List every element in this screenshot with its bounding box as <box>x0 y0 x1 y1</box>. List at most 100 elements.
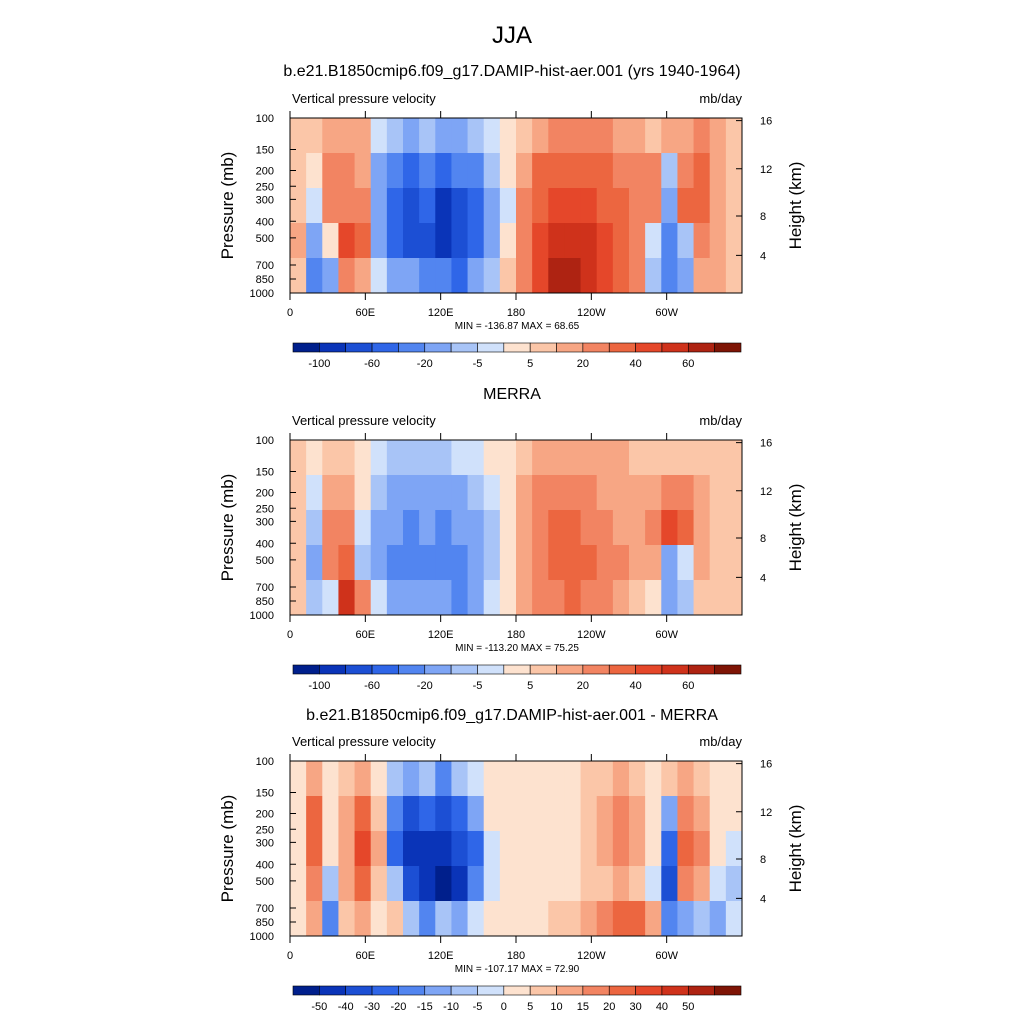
y2-tick-label: 16 <box>760 759 772 771</box>
heat-cell <box>532 153 549 189</box>
colorbar-box <box>292 664 320 675</box>
colorbar-label: -30 <box>364 1001 380 1013</box>
colorbar-box <box>424 664 452 675</box>
colorbar-label: 20 <box>577 680 589 692</box>
heat-cell <box>548 831 565 867</box>
y2-tick-label: 16 <box>760 438 772 450</box>
heat-cell <box>548 580 565 616</box>
heat-cell <box>419 761 436 797</box>
heat-cell <box>435 901 452 937</box>
heat-cell <box>725 223 743 259</box>
chart-panel-2: Vertical pressure velocity mb/day 100 150 20… <box>218 413 805 692</box>
heat-cell <box>370 223 388 259</box>
heat-cell <box>290 510 307 546</box>
heat-cell <box>677 258 695 294</box>
y-tick-label: 250 <box>256 503 274 515</box>
heat-cell <box>338 510 356 546</box>
units-label: mb/day <box>699 91 742 106</box>
heat-cell <box>403 223 420 259</box>
heat-cell <box>338 223 356 259</box>
min-max-label: MIN = -136.87 MAX = 68.65 <box>455 321 580 332</box>
heat-cell <box>483 545 501 581</box>
heat-cell <box>532 545 549 581</box>
heat-cell <box>629 831 646 867</box>
heat-cell <box>322 118 339 154</box>
heat-cell <box>499 440 517 476</box>
heat-cell <box>709 866 727 902</box>
x-tick-label: 60E <box>356 629 376 641</box>
colorbar-label: 40 <box>656 1001 668 1013</box>
figure-title: JJA <box>491 22 532 49</box>
heat-cell <box>451 580 469 616</box>
heat-cell <box>661 258 678 294</box>
x-tick-label: 120W <box>577 950 606 962</box>
heat-cell <box>386 761 404 797</box>
heat-cell <box>709 153 727 189</box>
heat-cell <box>677 223 695 259</box>
heat-cell <box>677 118 695 154</box>
panel-3-title: b.e21.B1850cmip6.f09_g17.DAMIP-hist-aer.… <box>306 707 718 724</box>
heat-cell <box>629 223 646 259</box>
heat-cell <box>596 510 614 546</box>
heat-cell <box>693 866 711 902</box>
heat-cell <box>338 475 356 511</box>
colorbar-box <box>661 342 689 353</box>
heat-cell <box>725 475 743 511</box>
heat-cell <box>403 580 420 616</box>
heat-cell <box>467 258 485 294</box>
heat-cell <box>580 796 598 832</box>
heat-cell <box>483 761 501 797</box>
heat-cell <box>612 510 630 546</box>
heat-cell <box>661 866 678 902</box>
heat-cell <box>564 901 582 937</box>
heat-cell <box>709 831 727 867</box>
chart-panel-1: Vertical pressure velocity mb/day 100 150 20… <box>218 91 805 370</box>
heat-cell <box>499 831 517 867</box>
colorbar-box <box>687 664 715 675</box>
heat-cell <box>612 831 630 867</box>
heat-cell <box>451 545 469 581</box>
heat-cell <box>661 545 678 581</box>
heat-cell <box>629 545 646 581</box>
heat-cell <box>290 831 307 867</box>
colorbar-label: 30 <box>629 1001 641 1013</box>
heat-cell <box>661 188 678 224</box>
heat-cell <box>564 153 582 189</box>
x-tick-label: 60W <box>655 950 678 962</box>
x-tick-label: 60E <box>356 307 376 319</box>
heat-cell <box>419 153 436 189</box>
heat-cell <box>354 188 372 224</box>
heat-cell <box>693 118 711 154</box>
heat-cell <box>306 580 323 616</box>
heat-cell <box>596 761 614 797</box>
heat-cell <box>338 831 356 867</box>
heat-cell <box>370 761 388 797</box>
colorbar-box <box>345 985 373 996</box>
heat-cell <box>499 866 517 902</box>
heat-cell <box>354 153 372 189</box>
heat-cell <box>516 796 533 832</box>
heat-cell <box>725 866 743 902</box>
heat-cell <box>629 153 646 189</box>
heat-cell <box>596 580 614 616</box>
heat-cell <box>467 118 485 154</box>
panel-2-title: MERRA <box>483 386 541 403</box>
heat-cell <box>499 796 517 832</box>
colorbar-label: 60 <box>682 358 694 370</box>
variable-label: Vertical pressure velocity <box>292 734 436 749</box>
heat-cell <box>677 761 695 797</box>
heat-cell <box>612 580 630 616</box>
heat-cell <box>306 866 323 902</box>
colorbar-box <box>556 985 584 996</box>
colorbar-box <box>582 985 610 996</box>
heat-cell <box>548 901 565 937</box>
heat-cell <box>499 223 517 259</box>
y2-tick-label: 8 <box>760 533 766 545</box>
heat-cell <box>338 153 356 189</box>
heat-cell <box>338 440 356 476</box>
heat-cell <box>677 153 695 189</box>
heat-cell <box>419 118 436 154</box>
heat-cell <box>612 188 630 224</box>
heat-cell <box>532 258 549 294</box>
heat-cell <box>338 796 356 832</box>
